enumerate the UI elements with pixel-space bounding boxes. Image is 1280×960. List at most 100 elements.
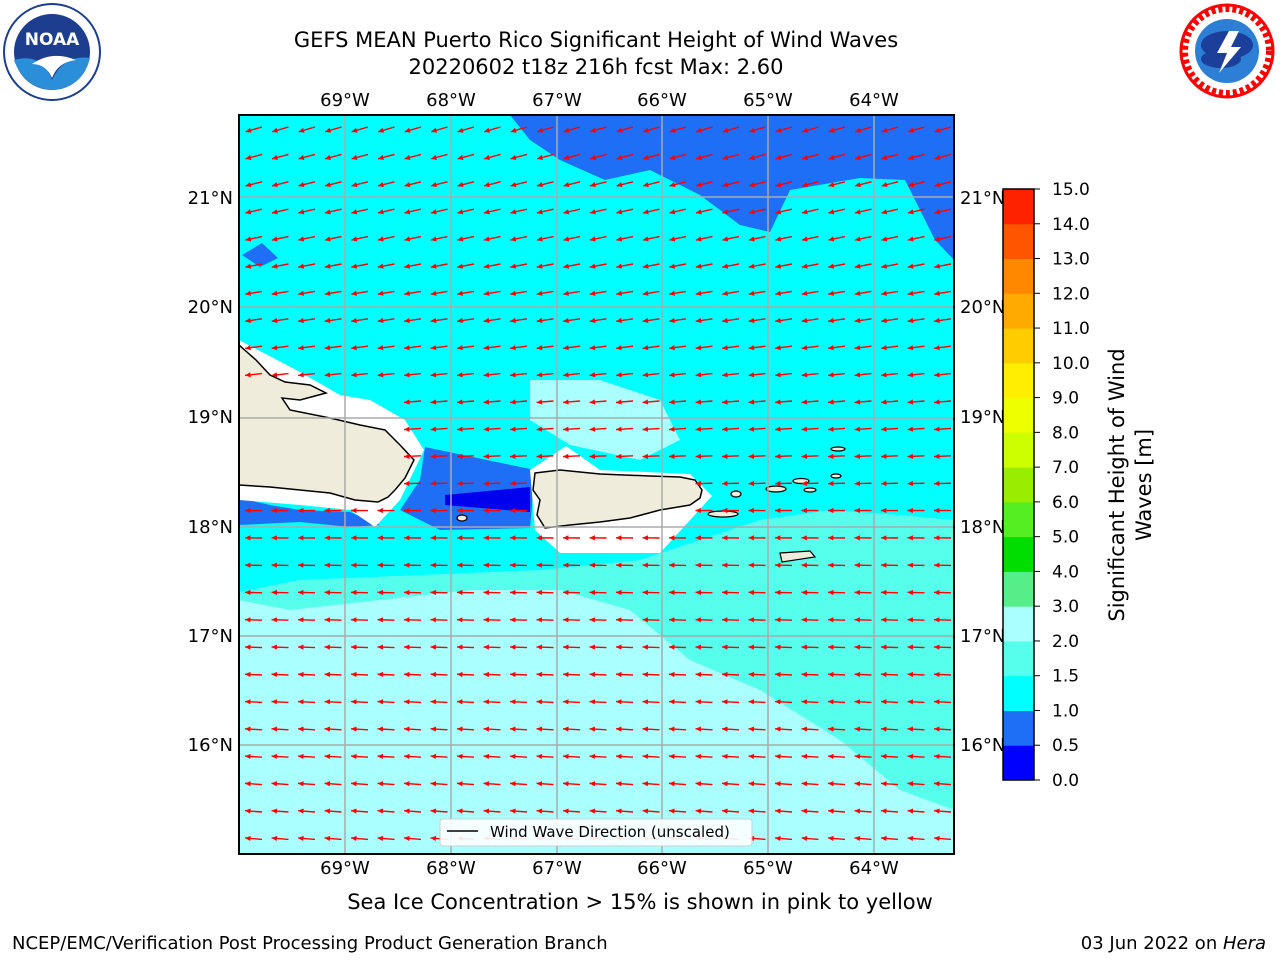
wind-arrow-head [537, 154, 543, 160]
footer-date: 03 Jun 2022 on Hera [1081, 933, 1266, 954]
wind-arrow-head [748, 236, 755, 242]
wind-arrow-head [801, 507, 807, 514]
wind-arrow-head [695, 182, 702, 188]
wind-arrow-head [536, 726, 543, 732]
wind-arrow-head [510, 781, 516, 787]
wind-arrow-head [589, 345, 596, 351]
wind-arrow-head [325, 127, 332, 133]
wind-arrow-head [616, 399, 622, 405]
wind-arrow-head [351, 671, 357, 678]
wind-arrow-head [881, 154, 888, 160]
wind-arrow-head [801, 835, 808, 842]
wind-arrow-head [377, 182, 384, 188]
wind-arrow-head [616, 808, 622, 814]
wind-arrow-head [722, 671, 728, 678]
wind-arrow-head [722, 589, 728, 596]
wind-arrow-head [430, 507, 436, 514]
wind-arrow-head [828, 426, 834, 432]
wind-arrow-head [404, 426, 410, 432]
wind-arrow-head [457, 699, 463, 705]
wind-arrow-head [589, 236, 596, 242]
wind-arrow-head [271, 644, 278, 650]
wind-arrow-head [377, 209, 384, 215]
wind-arrow-head [722, 345, 728, 351]
wind-arrow-head [351, 644, 357, 650]
wind-arrow-head [854, 209, 861, 215]
wind-arrow-head [430, 453, 437, 459]
wind-arrow-head [351, 154, 358, 160]
wind-arrow-head [298, 589, 304, 596]
wind-arrow-head [483, 426, 490, 432]
wind-arrow-head [616, 317, 622, 324]
lon-label: 65°W [743, 90, 793, 111]
wind-arrow-head [483, 263, 490, 269]
wind-arrow-head [563, 263, 570, 269]
wind-arrow-head [483, 753, 490, 760]
colorbar-tick-label: 10.0 [1052, 354, 1090, 374]
wind-arrow-head [483, 781, 490, 787]
wind-arrow-head [563, 808, 569, 814]
virgin-islands [456, 446, 846, 563]
wind-arrow-head [881, 507, 887, 514]
wind-arrow-head [589, 781, 596, 787]
colorbar-segment [1003, 258, 1034, 294]
wind-arrow-head [563, 453, 569, 459]
wind-arrow-head [934, 182, 941, 188]
wind-arrow-head [616, 182, 623, 188]
wind-arrow-head [589, 644, 596, 650]
wind-arrow-head [722, 507, 728, 514]
wind-arrow-head [801, 453, 808, 459]
wind-arrow-head [483, 617, 489, 623]
wind-arrow-head [828, 753, 834, 760]
wind-arrow-head [457, 182, 464, 188]
wind-arrow-head [457, 236, 464, 242]
wind-arrow-head [536, 808, 543, 814]
wind-arrow-head [828, 480, 834, 487]
lat-label: 17°N [188, 626, 233, 647]
wind-arrow-head [854, 835, 861, 842]
wind-arrow-head [801, 535, 807, 541]
colorbar-segment [1003, 571, 1034, 607]
wind-arrow-head [828, 209, 835, 215]
colorbar-tick-label: 6.0 [1052, 493, 1079, 513]
wind-arrow-head [907, 753, 914, 760]
wind-arrow-head [324, 726, 331, 732]
colorbar-tick-label: 1.0 [1052, 701, 1079, 721]
wind-arrow-head [828, 263, 835, 269]
wind-arrow-head [722, 644, 728, 650]
wind-arrow-head [324, 617, 330, 623]
wind-arrow-head [907, 480, 913, 487]
lon-label: 66°W [637, 858, 687, 879]
wind-arrow-head [457, 808, 463, 814]
wind-arrow-head [881, 835, 887, 842]
wind-arrow-head [722, 426, 728, 432]
wind-arrow-head [748, 399, 755, 405]
wind-arrow-head [404, 781, 410, 787]
wind-arrow-head [298, 372, 304, 378]
wind-arrow-head [748, 671, 755, 678]
wind-arrow-head [563, 644, 569, 650]
wind-arrow-head [748, 617, 754, 623]
wind-arrow-head [245, 808, 251, 814]
colorbar-segment [1003, 501, 1034, 538]
wind-arrow-head [828, 808, 834, 814]
wind-arrow-head [669, 236, 676, 242]
wind-arrow-head [801, 317, 808, 324]
wind-arrow-head [430, 808, 437, 814]
wind-arrow-head [589, 426, 596, 432]
map-frame [238, 114, 955, 855]
wind-arrow-head [616, 699, 622, 705]
wind-arrow-head [457, 480, 463, 487]
wind-arrow-head [377, 562, 383, 568]
wind-arrow-head [854, 753, 861, 760]
wind-arrow-head [642, 426, 649, 432]
wind-arrow-head [510, 589, 516, 596]
wind-arrow-head [245, 589, 251, 596]
wind-arrow-head [377, 671, 384, 678]
wind-arrow-head [563, 753, 569, 760]
wind-arrow-head [404, 209, 411, 215]
wind-arrow-head [298, 808, 304, 814]
wind-arrow-head [536, 399, 543, 405]
wind-arrow-head [431, 154, 437, 160]
wind-arrow-head [404, 480, 410, 487]
